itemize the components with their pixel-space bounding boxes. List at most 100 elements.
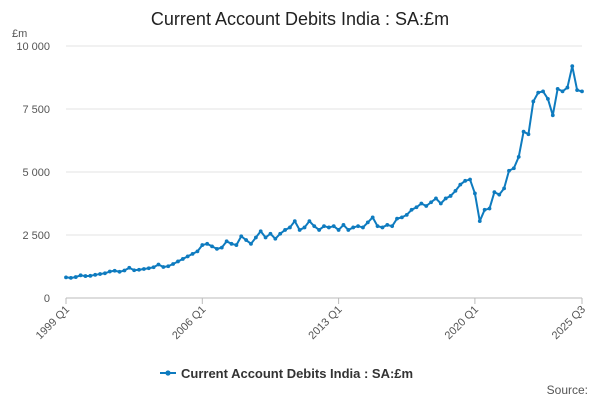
data-point [190, 252, 195, 256]
data-point [302, 225, 307, 230]
data-point [215, 246, 219, 251]
data-point [419, 201, 424, 206]
data-point [502, 186, 507, 191]
data-point [224, 239, 229, 244]
data-point [64, 275, 68, 280]
data-point [68, 275, 73, 280]
data-point [385, 223, 390, 227]
data-point [98, 272, 102, 276]
legend[interactable]: Current Account Debits India : SA:£m [160, 366, 413, 381]
data-point [326, 225, 331, 230]
data-point [283, 228, 287, 232]
data-point [258, 229, 263, 234]
data-point [497, 192, 502, 197]
data-point [575, 88, 580, 92]
data-point [249, 241, 253, 246]
data-point [429, 200, 433, 205]
data-point [307, 219, 312, 224]
chart-title: Current Account Debits India : SA:£m [151, 9, 449, 29]
data-point [482, 207, 487, 212]
data-point [453, 189, 458, 193]
x-tick-label: 1999 Q1 [34, 304, 72, 342]
data-point [78, 273, 83, 278]
x-axis-ticks: 1999 Q1 2006 Q1 2013 Q1 2020 Q1 2025 Q3 [34, 298, 588, 342]
data-point [390, 224, 395, 229]
data-point [278, 231, 283, 236]
data-point [200, 243, 205, 247]
data-point [253, 235, 258, 240]
data-point [73, 275, 78, 279]
data-point [88, 273, 93, 278]
x-tick-label: 2025 Q3 [550, 304, 588, 342]
data-point [171, 262, 175, 266]
data-point [93, 272, 98, 277]
legend-label: Current Account Debits India : SA:£m [181, 366, 413, 381]
y-tick-label: 7 500 [22, 104, 50, 116]
data-point [580, 89, 584, 94]
data-point [399, 215, 404, 220]
data-point [511, 166, 516, 171]
data-point [288, 225, 292, 230]
data-point [292, 219, 297, 224]
data-point [180, 257, 185, 261]
gridlines [66, 45, 582, 236]
source-label: Source: [547, 383, 588, 397]
data-point [565, 85, 570, 90]
data-point [560, 89, 565, 94]
data-point [361, 225, 365, 230]
x-tick-label: 2006 Q1 [170, 304, 208, 342]
data-point [414, 205, 419, 210]
data-point [492, 190, 497, 195]
data-point [365, 220, 370, 225]
data-point [477, 219, 482, 224]
data-point [370, 215, 375, 220]
data-point [375, 224, 380, 229]
data-point [127, 265, 132, 270]
data-point [195, 249, 200, 254]
data-point [473, 191, 477, 196]
data-point [137, 267, 141, 272]
data-point [263, 235, 268, 240]
data-point [458, 182, 463, 187]
data-point [487, 206, 492, 211]
data-point [521, 129, 526, 134]
data-point [395, 216, 399, 221]
data-point [536, 90, 541, 95]
data-point [151, 265, 156, 270]
data-point [83, 274, 88, 278]
data-point [322, 224, 326, 229]
data-point [244, 238, 249, 242]
data-point [268, 231, 273, 236]
data-point [117, 269, 122, 274]
data-point [161, 265, 166, 269]
data-point [443, 196, 448, 201]
data-point [234, 243, 239, 247]
data-point [404, 212, 409, 217]
data-point [555, 86, 560, 91]
data-point [516, 154, 521, 159]
x-tick-label: 2020 Q1 [443, 304, 481, 342]
data-point [205, 241, 210, 246]
data-point [356, 224, 360, 229]
data-point [239, 234, 244, 239]
data-point [185, 254, 190, 259]
data-point [380, 225, 385, 230]
data-point [297, 228, 302, 232]
data-point [409, 207, 414, 212]
data-point [146, 266, 151, 271]
y-tick-label: 0 [44, 293, 50, 305]
data-point [468, 177, 472, 182]
data-point [210, 244, 214, 249]
data-point [317, 228, 322, 232]
data-point [112, 268, 117, 273]
data-point [176, 259, 180, 264]
data-point [312, 224, 317, 229]
y-axis-unit-label: £m [12, 28, 27, 40]
data-point [438, 201, 443, 206]
data-point [341, 223, 346, 227]
data-point [531, 99, 536, 104]
data-point [570, 64, 575, 69]
data-point [103, 271, 107, 276]
data-point [273, 236, 278, 241]
data-point [229, 241, 234, 246]
